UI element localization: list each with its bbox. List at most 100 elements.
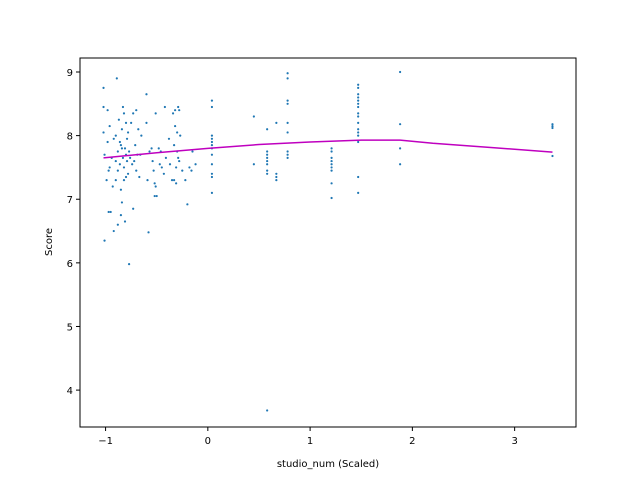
scatter-point [286,153,289,156]
scatter-point [174,109,177,112]
scatter-point [153,182,156,185]
scatter-point [109,210,112,214]
scatter-point [357,191,360,194]
scatter-point [275,179,278,182]
scatter-point [357,140,360,144]
scatter-points [102,70,554,412]
scatter-point [106,140,109,144]
scatter-point [551,124,554,128]
scatter-point [126,131,130,134]
scatter-point [154,185,157,188]
scatter-point [357,175,360,179]
scatter-point [102,86,105,89]
scatter-point [122,112,126,115]
scatter-point [119,188,123,191]
scatter-point [330,159,333,163]
scatter-point [145,93,148,96]
scatter-point [399,147,402,150]
scatter-point [127,263,131,266]
scatter-point [330,196,333,200]
x-tick-label: 3 [511,436,517,447]
scatter-point [357,121,360,124]
scatter-point [123,147,127,150]
scatter-point [162,172,165,175]
scatter-point [286,72,289,75]
scatter-point [178,109,181,112]
scatter-point [116,169,119,172]
scatter-point [330,163,333,166]
scatter-point [119,214,123,217]
scatter-point [114,159,117,163]
plot-frame [79,57,577,428]
scatter-point [266,153,269,156]
scatter-point [153,194,156,198]
scatter-point [155,194,158,198]
trend-line-layer [103,139,553,159]
scatter-point [266,169,269,172]
scatter-point [275,172,278,175]
scatter-point [357,115,360,118]
x-tick-label: 1 [307,436,313,447]
y-tick-label: 9 [67,68,73,79]
scatter-point [138,175,141,179]
scatter-point [330,182,333,185]
scatter-point [130,121,133,124]
scatter-point [286,156,289,159]
scatter-point [357,83,360,86]
scatter-point [286,150,289,153]
scatter-point [152,169,155,172]
scatter-point [148,150,151,153]
scatter-point [210,191,214,194]
scatter-point [167,137,171,140]
scatter-point [176,131,179,134]
scatter-point [275,175,278,179]
scatter-point [163,105,166,109]
scatter-point [117,118,120,121]
scatter-point [330,147,333,150]
scatter-point [103,153,106,156]
scatter-point [140,134,143,137]
scatter-point [266,172,269,175]
scatter-point [120,147,124,150]
scatter-point [399,163,402,166]
scatter-point [175,182,178,185]
x-tick-label: 2 [409,436,415,447]
scatter-point [266,128,269,131]
scatter-point [186,203,189,206]
scatter-point [357,99,360,102]
scatter-point [357,102,360,105]
scatter-point [357,128,360,131]
scatter-point [330,169,333,172]
scatter-point [551,126,554,130]
scatter-point [286,77,289,80]
scatter-point [266,150,269,153]
scatter-point [399,123,402,126]
scatter-point [132,112,135,115]
scatter-point [118,140,121,144]
scatter-point [102,131,105,134]
scatter-point [157,147,160,150]
scatter-point [551,123,554,126]
scatter-point [108,166,111,169]
scatter-point [154,112,157,115]
scatter-point [112,137,115,140]
scatter-point [114,134,117,137]
scatter-point [252,115,255,118]
scatter-point [177,105,180,109]
scatter-point [181,169,184,172]
scatter-point [266,409,269,412]
scatter-point [168,163,172,166]
scatter-point [121,105,125,109]
scatter-point [133,159,136,163]
y-tick-label: 7 [67,195,73,206]
scatter-point [330,150,333,153]
scatter-point [275,121,278,124]
x-axis-label: studio_num (Scaled) [277,459,379,470]
scatter-point [210,134,214,137]
scatter-point [122,166,126,169]
scatter-point [135,169,138,172]
scatter-point [116,223,119,226]
scatter-point [210,137,214,140]
scatter-point [107,169,110,172]
